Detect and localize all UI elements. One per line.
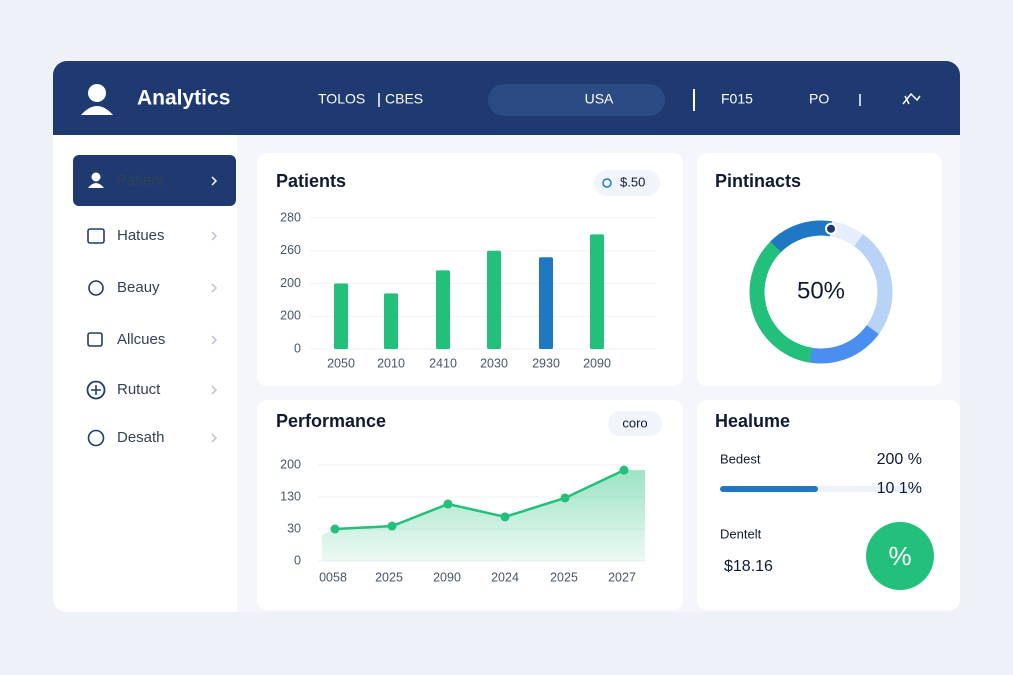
nav-icon: [86, 380, 106, 400]
header-item[interactable]: PO: [809, 91, 829, 107]
stat-value: $18.16: [724, 558, 773, 575]
x-tick-label: 2050: [327, 356, 355, 370]
y-tick-label: 200: [280, 457, 301, 471]
donut-value: 50%: [797, 277, 845, 304]
x-tick-label: 2930: [532, 356, 560, 370]
badge[interactable]: [594, 170, 660, 196]
action-button-label: %: [888, 541, 911, 571]
nav-link[interactable]: CBES: [385, 91, 423, 107]
app-title: Analytics: [137, 87, 230, 110]
nav-icon: [91, 172, 101, 182]
nav-icon: [88, 280, 104, 296]
panel-title: Pintinacts: [715, 171, 801, 191]
nav-link[interactable]: TOLOS: [318, 91, 365, 107]
x-tick-label: 2410: [429, 356, 457, 370]
line: [334, 468, 625, 531]
sidebar-bg: [53, 135, 237, 612]
logo-icon: [81, 84, 113, 115]
chevron: [211, 385, 218, 395]
x-tick-label: 2024: [491, 570, 519, 584]
x-tick-label: 2090: [433, 570, 461, 584]
badge-icon: [602, 178, 612, 188]
bar: [539, 257, 553, 349]
badge-text: coro: [622, 415, 647, 430]
stat-value: 200 %: [877, 451, 922, 468]
panel-title: Healume: [715, 411, 790, 431]
sidebar: Patient Hatues Beauy Allcues Rutuct Desath: [73, 155, 236, 447]
point: [560, 493, 570, 503]
x-tick-label: 2025: [375, 570, 403, 584]
point: [500, 512, 510, 522]
y-tick-label: 0: [294, 341, 301, 355]
point: [330, 524, 340, 534]
header-item[interactable]: F015: [721, 91, 753, 107]
stat-label: Dentelt: [720, 526, 762, 541]
bar: [436, 270, 450, 349]
y-tick-label: 200: [280, 309, 301, 323]
bar: [334, 283, 348, 349]
nav-icon: [88, 183, 104, 188]
nav-item[interactable]: Hatues: [117, 227, 165, 244]
y-tick-label: 200: [280, 276, 301, 290]
y-tick-label: 260: [280, 243, 301, 257]
y-tick-label: 0: [294, 553, 301, 567]
bar: [384, 293, 398, 349]
x-tick-label: 2027: [608, 570, 636, 584]
y-tick-label: 280: [280, 210, 301, 224]
point: [619, 465, 629, 475]
nav-icon: [87, 228, 105, 244]
x-tick-label: 2030: [480, 356, 508, 370]
nav-item[interactable]: Desath: [117, 429, 165, 446]
action-button[interactable]: [866, 522, 934, 590]
badge-text: $.50: [620, 174, 645, 189]
chevron: [211, 176, 218, 186]
x-tick-label: 0058: [319, 570, 347, 584]
nav-item[interactable]: Beauy: [117, 279, 160, 296]
badge[interactable]: [608, 411, 662, 436]
donut-handle: [825, 222, 838, 235]
chevron: [211, 231, 218, 241]
x-tick-label: 2010: [377, 356, 405, 370]
bar: [590, 234, 604, 349]
panel-title: Patients: [276, 171, 346, 191]
patients-panel: [257, 153, 683, 386]
nav-icon: [87, 429, 105, 447]
donut-segment: [770, 220, 833, 253]
panel-title: Performance: [276, 411, 386, 431]
nav-item[interactable]: Allcues: [117, 331, 165, 348]
x-tick-label: 2025: [550, 570, 578, 584]
nav-item[interactable]: Rutuct: [117, 381, 161, 398]
chevron: [211, 433, 218, 443]
chevron: [211, 335, 218, 345]
nav-icon: [87, 332, 103, 347]
point: [387, 521, 397, 531]
active-item-bg: [73, 155, 236, 206]
y-tick-label: 130: [280, 489, 301, 503]
progress-fill: [720, 486, 818, 492]
settings-icon[interactable]: [902, 92, 921, 105]
stat-sub: 10 1%: [877, 480, 922, 497]
bar: [487, 250, 501, 349]
header: Analytics TOLOS CBES USA F015 PO: [81, 84, 921, 116]
nav-item[interactable]: Patient: [117, 172, 165, 189]
search-box[interactable]: [488, 84, 665, 116]
area: [322, 470, 645, 561]
x-tick-label: 2090: [583, 356, 611, 370]
y-tick-label: 30: [287, 521, 301, 535]
search-text: USA: [585, 91, 614, 107]
stat-label: Bedest: [720, 451, 761, 466]
chevron: [211, 283, 218, 293]
nav-icon: [91, 385, 101, 395]
point: [443, 499, 453, 509]
